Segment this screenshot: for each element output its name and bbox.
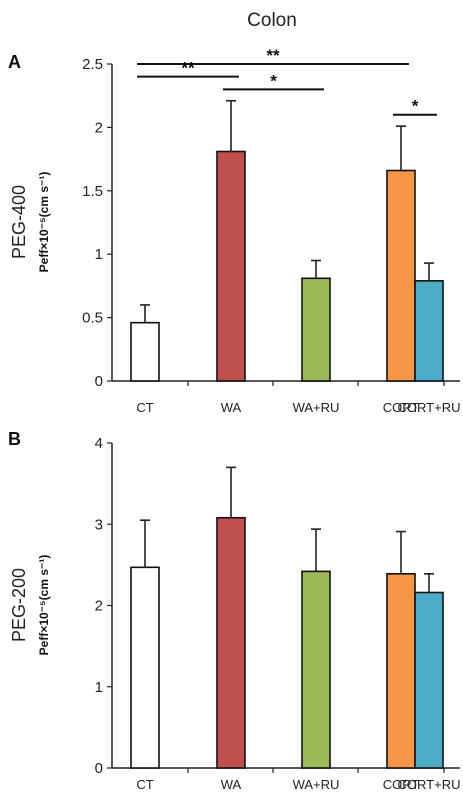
x-category-label: CT (136, 400, 153, 415)
bar-cort (386, 573, 416, 769)
y-tick-label: 3 (95, 516, 103, 533)
x-category-label: CORT (383, 777, 420, 792)
y-tick-label: 4 (95, 435, 103, 452)
x-category-label: WA+RU (293, 777, 340, 792)
y-tick-label: 1.5 (82, 183, 103, 200)
significance-marker: ** (181, 59, 195, 78)
y-axis-unit-label: Peff×10⁻⁵(cm s⁻¹) (37, 172, 51, 273)
figure-title: Colon (247, 10, 297, 31)
panel-a-chart: A PEG-400 Peff×10⁻⁵(cm s⁻¹) 0 0.5 1 1.5 2 2.5 CT W… (8, 46, 460, 415)
x-category-label: WA (221, 400, 242, 415)
y-tick-label: 0 (95, 373, 103, 390)
y-tick-label: 0 (95, 760, 103, 777)
x-category-label: CORT (383, 400, 420, 415)
panel-b-chart: B PEG-200 Peff×10⁻⁵(cm s⁻¹) 0 1 2 3 4 CT WA WA+RU C… (8, 429, 460, 792)
x-category-label: WA+RU (293, 400, 340, 415)
y-tick-label: 2 (95, 119, 103, 136)
y-tick-label: 0.5 (82, 310, 103, 327)
significance-marker: ** (266, 46, 280, 65)
x-category-label: CORT+RU (398, 777, 461, 792)
bar-wa-ru (301, 277, 331, 382)
significance-marker: * (412, 97, 419, 116)
y-tick-label: 2.5 (82, 56, 103, 73)
y-axis-title: PEG-400 (9, 185, 29, 259)
y-tick-label: 1 (95, 246, 103, 263)
bar-cort-ru (414, 280, 444, 382)
x-category-label: CORT+RU (398, 400, 461, 415)
x-category-label: CT (136, 777, 153, 792)
bar-wa-ru (301, 570, 331, 769)
bar-wa (216, 516, 246, 769)
panel-label: A (8, 52, 21, 72)
bar-ct (130, 321, 160, 382)
y-axis-title: PEG-200 (9, 568, 29, 642)
y-axis-unit-label: Peff×10⁻⁵(cm s⁻¹) (37, 555, 51, 656)
bar-cort-ru (414, 591, 444, 769)
bar-cort (386, 169, 416, 382)
y-tick-label: 2 (95, 598, 103, 615)
significance-marker: * (270, 71, 277, 90)
x-category-label: WA (221, 777, 242, 792)
y-tick-label: 1 (95, 679, 103, 696)
panel-label: B (8, 429, 21, 449)
bar-ct (130, 566, 160, 769)
bar-wa (216, 150, 246, 382)
